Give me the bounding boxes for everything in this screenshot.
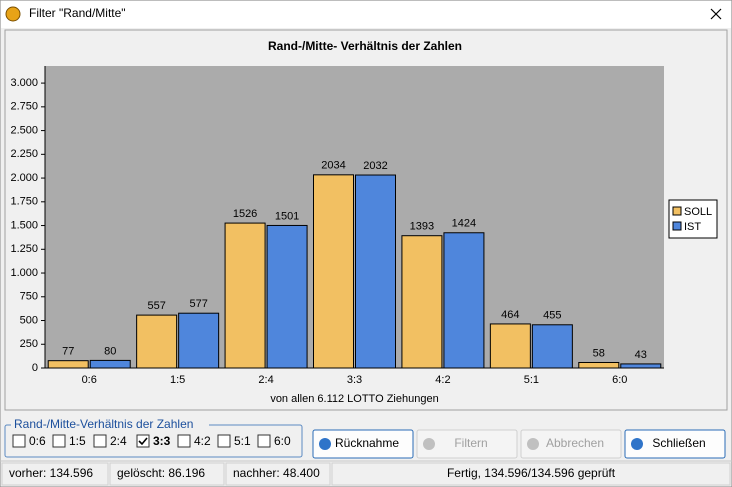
status-panel bbox=[1, 462, 109, 486]
y-tick-label: 0 bbox=[32, 362, 38, 374]
checkbox-label[interactable]: 4:2 bbox=[194, 434, 211, 448]
x-axis-label: von allen 6.112 LOTTO Ziehungen bbox=[270, 393, 438, 405]
y-tick-label: 1.250 bbox=[10, 243, 38, 255]
y-tick-label: 2.000 bbox=[10, 172, 38, 184]
y-tick-label: 750 bbox=[20, 291, 38, 303]
bar bbox=[89, 359, 131, 369]
title-bar bbox=[1, 1, 731, 28]
checkbox[interactable] bbox=[257, 434, 271, 448]
button-icon bbox=[631, 438, 643, 450]
y-tick-label: 1.750 bbox=[10, 196, 38, 208]
bar bbox=[443, 232, 485, 369]
value-label: 1526 bbox=[233, 208, 257, 220]
value-label: 455 bbox=[543, 310, 561, 322]
legend-label: SOLL bbox=[684, 206, 712, 218]
x-tick-label: 6:0 bbox=[612, 374, 627, 386]
checkbox-label[interactable]: 1:5 bbox=[69, 434, 86, 448]
value-label: 80 bbox=[104, 345, 116, 357]
bar bbox=[401, 235, 443, 369]
checkbox-label[interactable]: 6:0 bbox=[274, 434, 291, 448]
group-title: Rand-/Mitte-Verhältnis der Zahlen bbox=[14, 417, 193, 431]
bar bbox=[489, 323, 531, 369]
value-label: 2032 bbox=[363, 160, 387, 172]
x-tick-label: 2:4 bbox=[258, 374, 273, 386]
status-text: gelöscht: 86.196 bbox=[117, 466, 205, 480]
bar bbox=[578, 361, 620, 369]
bar bbox=[47, 360, 89, 369]
value-label: 1393 bbox=[410, 221, 434, 233]
x-tick-label: 3:3 bbox=[347, 374, 362, 386]
checkbox-label[interactable]: 2:4 bbox=[110, 434, 127, 448]
x-tick-label: 4:2 bbox=[435, 374, 450, 386]
y-tick-label: 250 bbox=[20, 338, 38, 350]
close-button[interactable] bbox=[710, 8, 722, 20]
status-panel bbox=[331, 462, 731, 486]
status-panel bbox=[225, 462, 331, 486]
status-text: Fertig, 134.596/134.596 geprüft bbox=[447, 466, 616, 480]
bar bbox=[313, 174, 354, 369]
window-title: Filter "Rand/Mitte" bbox=[29, 6, 126, 20]
y-tick-label: 1.500 bbox=[10, 219, 38, 231]
y-tick-label: 2.250 bbox=[10, 148, 38, 160]
group-title-bg bbox=[11, 418, 209, 432]
value-label: 77 bbox=[62, 346, 74, 358]
button[interactable] bbox=[312, 429, 414, 459]
y-tick-label: 3.000 bbox=[10, 77, 38, 89]
button-label[interactable]: Rücknahme bbox=[335, 436, 399, 450]
bar bbox=[136, 314, 178, 369]
y-tick-label: 500 bbox=[20, 314, 38, 326]
checkbox[interactable] bbox=[177, 434, 191, 448]
button-label: Filtern bbox=[454, 436, 487, 450]
button-icon bbox=[527, 438, 539, 450]
value-label: 1501 bbox=[275, 210, 299, 222]
value-label: 2034 bbox=[321, 160, 345, 172]
checkbox[interactable] bbox=[136, 434, 150, 448]
button[interactable] bbox=[624, 429, 726, 459]
check-mark bbox=[138, 437, 148, 446]
value-label: 43 bbox=[635, 349, 647, 361]
status-text: nachher: 48.400 bbox=[233, 466, 320, 480]
bar bbox=[355, 174, 396, 369]
value-label: 464 bbox=[501, 309, 519, 321]
status-panel bbox=[109, 462, 225, 486]
bar bbox=[620, 363, 662, 369]
x-tick-label: 0:6 bbox=[82, 374, 97, 386]
y-tick-label: 1.000 bbox=[10, 267, 38, 279]
checkbox-label[interactable]: 5:1 bbox=[234, 434, 251, 448]
bar bbox=[178, 312, 220, 369]
x-tick-label: 1:5 bbox=[170, 374, 185, 386]
y-tick-label: 2.500 bbox=[10, 124, 38, 136]
button-label: Abbrechen bbox=[546, 436, 604, 450]
value-label: 557 bbox=[147, 300, 165, 312]
value-label: 1424 bbox=[452, 218, 476, 230]
status-text: vorher: 134.596 bbox=[9, 466, 93, 480]
button bbox=[520, 429, 622, 459]
button-icon bbox=[319, 438, 331, 450]
legend-swatch bbox=[672, 221, 682, 231]
bar bbox=[531, 324, 573, 369]
checkbox[interactable] bbox=[93, 434, 107, 448]
x-tick-label: 5:1 bbox=[524, 374, 539, 386]
legend-swatch bbox=[672, 206, 682, 216]
button-label[interactable]: Schließen bbox=[652, 436, 705, 450]
button bbox=[416, 429, 518, 459]
checkbox-label[interactable]: 3:3 bbox=[153, 434, 171, 448]
legend-box bbox=[668, 199, 718, 239]
value-label: 577 bbox=[189, 298, 207, 310]
checkbox[interactable] bbox=[12, 434, 26, 448]
bar bbox=[224, 222, 266, 369]
value-label: 58 bbox=[593, 347, 605, 359]
legend-label: IST bbox=[684, 221, 701, 233]
y-tick-label: 2.750 bbox=[10, 101, 38, 113]
checkbox-label[interactable]: 0:6 bbox=[29, 434, 46, 448]
button-icon bbox=[423, 438, 435, 450]
bar bbox=[266, 224, 308, 369]
chart-title: Rand-/Mitte- Verhältnis der Zahlen bbox=[268, 39, 462, 53]
app-icon bbox=[5, 6, 21, 22]
checkbox[interactable] bbox=[217, 434, 231, 448]
checkbox[interactable] bbox=[52, 434, 66, 448]
